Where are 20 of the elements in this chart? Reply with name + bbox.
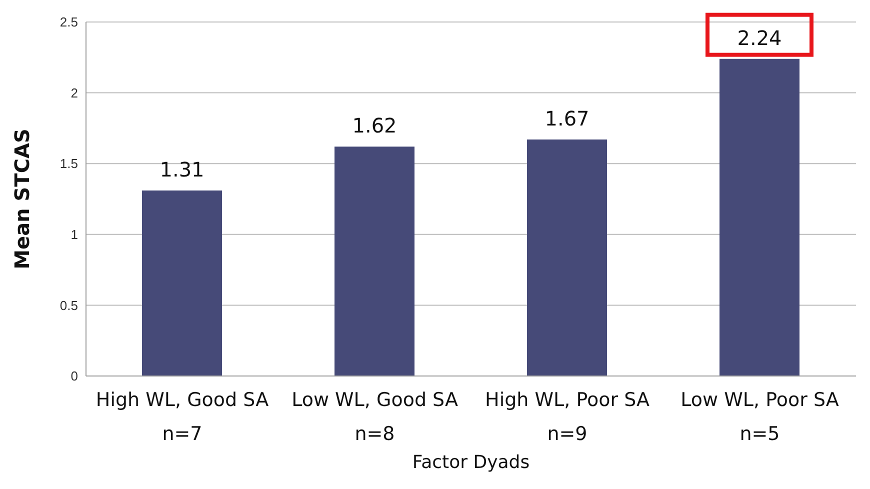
bar [334,146,414,376]
x-axis-title: Factor Dyads [412,452,530,473]
y-tick-label: 1 [70,227,78,242]
x-tick-label: Low WL, Poor SA n=5 [680,389,839,445]
bar [720,58,800,376]
data-label: 2.24 [737,26,782,50]
y-tick-label: 2.5 [60,14,78,30]
x-tick-label: High WL, Good SA n=7 [96,389,269,445]
y-tick-label: 0 [70,368,78,384]
data-label: 1.67 [544,106,590,131]
bar [527,140,607,376]
y-tick-label: 2 [70,85,78,100]
x-tick-label: Low WL, Good SA n=8 [292,389,458,445]
data-label: 1.62 [352,114,397,138]
bar [142,190,222,376]
y-tick-label: 1.5 [60,156,78,172]
y-tick-label: 0.5 [60,298,78,313]
x-tick-label: High WL, Poor SA n=9 [485,389,650,445]
data-label: 1.31 [160,158,204,182]
y-axis-title: Mean STCAS [10,128,34,270]
